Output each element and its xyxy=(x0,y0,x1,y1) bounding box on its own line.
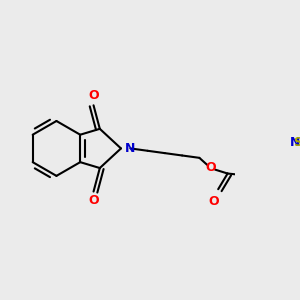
Text: O: O xyxy=(205,161,216,174)
Text: O: O xyxy=(88,89,99,102)
Text: O: O xyxy=(88,194,99,208)
Text: N: N xyxy=(290,136,300,149)
Text: N: N xyxy=(125,142,135,155)
Text: O: O xyxy=(208,195,219,208)
Text: S: S xyxy=(293,136,300,149)
